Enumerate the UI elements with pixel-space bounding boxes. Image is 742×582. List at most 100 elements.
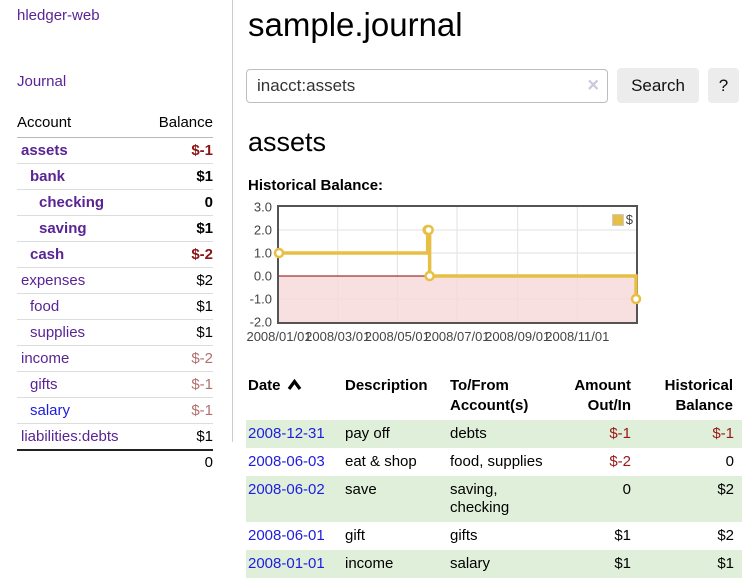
accounts-total-row: 0 — [17, 449, 213, 475]
transaction-date-link[interactable]: 2008-06-03 — [248, 453, 325, 470]
sidebar-account-salary[interactable]: salary — [30, 402, 71, 419]
x-tick-label: 2008/11/01 — [545, 329, 610, 344]
account-row: supplies $1 — [17, 319, 213, 346]
column-label: Historical Balance — [664, 377, 733, 414]
transaction-accounts: debts — [450, 425, 487, 442]
account-row: bank $1 — [17, 163, 213, 190]
chart-y-axis: 3.0 2.0 1.0 0.0 -1.0 -2.0 — [246, 200, 272, 330]
transaction-row: 2008-01-01 income salary $1 $1 — [246, 550, 742, 578]
data-point-marker — [630, 293, 642, 305]
brand-link[interactable]: hledger-web — [17, 7, 100, 24]
x-tick-label: 2008/07/01 — [424, 329, 490, 344]
account-balance: $1 — [144, 319, 213, 346]
sidebar-account-income[interactable]: income — [21, 350, 70, 367]
accounts-col-account: Account — [17, 110, 145, 138]
y-tick-label: 1.0 — [253, 245, 272, 261]
page-title: sample.journal — [248, 6, 463, 43]
search-button[interactable]: Search — [617, 68, 699, 103]
transaction-date-link[interactable]: 2008-12-31 — [248, 425, 325, 442]
transaction-description: gift — [345, 527, 366, 544]
legend-label: $ — [625, 212, 633, 227]
x-tick-label: 2008/01/01 — [246, 329, 312, 344]
sidebar-account-bank[interactable]: bank — [30, 168, 66, 185]
transaction-amount: $-1 — [609, 425, 631, 442]
data-point-marker — [423, 224, 434, 236]
sidebar-account-liabilities-debts[interactable]: liabilities:debts — [21, 428, 119, 445]
historical-balance-chart: 3.0 2.0 1.0 0.0 -1.0 -2.0 $ 2008/01/01 2008/03… — [246, 200, 742, 351]
account-row: checking 0 — [17, 189, 213, 216]
register-col-accounts: To/From Account(s) — [448, 374, 560, 420]
accounts-header-row: Account Balance — [17, 110, 213, 138]
chart-title: Historical Balance: — [248, 177, 384, 194]
transaction-accounts: food, supplies — [450, 453, 543, 470]
sidebar-account-gifts[interactable]: gifts — [30, 376, 58, 393]
account-row: assets $-1 — [17, 138, 213, 164]
transaction-balance: $1 — [717, 555, 734, 572]
account-heading: assets — [248, 127, 327, 157]
account-row: gifts $-1 — [17, 371, 213, 398]
account-balance: $2 — [144, 267, 213, 294]
account-balance: $-2 — [144, 241, 213, 268]
account-balance: $-1 — [144, 397, 213, 424]
transaction-row: 2008-06-03 eat & shop food, supplies $-2 0 — [246, 448, 742, 476]
sidebar-account-cash[interactable]: cash — [30, 246, 65, 263]
register-col-date[interactable]: Date — [246, 374, 343, 420]
register-table: Date Description To/From Account(s) Amount … — [246, 374, 742, 578]
transaction-description: income — [345, 555, 394, 572]
sidebar-account-assets[interactable]: assets — [21, 142, 68, 159]
account-balance: $-2 — [144, 345, 213, 372]
transaction-amount: 0 — [622, 481, 631, 498]
account-balance: $-1 — [191, 142, 213, 159]
help-button[interactable]: ? — [708, 68, 739, 103]
search-bar: × Search ? — [246, 68, 742, 103]
y-tick-label: 3.0 — [253, 199, 272, 215]
sidebar-account-supplies[interactable]: supplies — [30, 324, 86, 341]
account-row: liabilities:debts $1 — [17, 423, 213, 450]
y-tick-label: 0.0 — [253, 268, 272, 284]
transaction-date-link[interactable]: 2008-06-02 — [248, 481, 325, 498]
sort-ascending-icon — [287, 378, 301, 390]
account-balance: $1 — [144, 423, 213, 450]
accounts-total-value: 0 — [144, 449, 213, 475]
column-label: Date — [248, 377, 281, 394]
transaction-description: save — [345, 481, 377, 498]
account-row: salary $-1 — [17, 397, 213, 424]
transaction-row: 2008-06-02 save saving, checking 0 $2 — [246, 476, 742, 522]
register-header-row: Date Description To/From Account(s) Amount … — [246, 374, 742, 420]
transaction-description: eat & shop — [345, 453, 417, 470]
account-row: food $1 — [17, 293, 213, 320]
transaction-date-link[interactable]: 2008-06-01 — [248, 527, 325, 544]
sidebar-account-expenses[interactable]: expenses — [21, 272, 86, 289]
accounts-table: Account Balance assets $-1 bank $1 checking 0… — [17, 110, 213, 475]
transaction-date-link[interactable]: 2008-01-01 — [248, 555, 325, 572]
data-point-marker — [273, 247, 285, 259]
sidebar-account-food[interactable]: food — [30, 298, 60, 315]
account-row: income $-2 — [17, 345, 213, 372]
sidebar-divider — [232, 0, 233, 442]
account-row: cash $-2 — [17, 241, 213, 268]
x-tick-label: 2008/05/01 — [364, 329, 430, 344]
legend-swatch-icon — [611, 213, 624, 226]
sidebar-item-journal[interactable]: Journal — [17, 73, 67, 90]
transaction-balance: 0 — [725, 453, 734, 470]
account-balance: $-1 — [144, 371, 213, 398]
main-panel: sample.journal × Search ? assets Histori… — [246, 0, 742, 578]
accounts-col-balance: Balance — [144, 110, 213, 138]
transaction-amount: $1 — [614, 527, 631, 544]
chart-legend: $ — [611, 212, 633, 227]
chart-plot-area: $ — [273, 205, 642, 324]
transaction-amount: $1 — [614, 555, 631, 572]
search-input[interactable] — [246, 68, 608, 103]
transaction-row: 2008-12-31 pay off debts $-1 $-1 — [246, 420, 742, 448]
y-tick-label: -2.0 — [249, 314, 272, 330]
sidebar: hledger-web Journal Account Balance asse… — [0, 0, 232, 475]
sidebar-account-checking[interactable]: checking — [39, 194, 105, 211]
sidebar-account-saving[interactable]: saving — [39, 220, 87, 237]
account-balance: 0 — [144, 189, 213, 216]
register-col-balance: Historical Balance — [639, 374, 742, 420]
transaction-accounts: saving, checking — [450, 481, 510, 516]
transaction-balance: $2 — [717, 481, 734, 498]
y-tick-label: 2.0 — [253, 222, 272, 238]
clear-search-icon[interactable]: × — [587, 74, 599, 97]
account-balance: $1 — [144, 215, 213, 242]
